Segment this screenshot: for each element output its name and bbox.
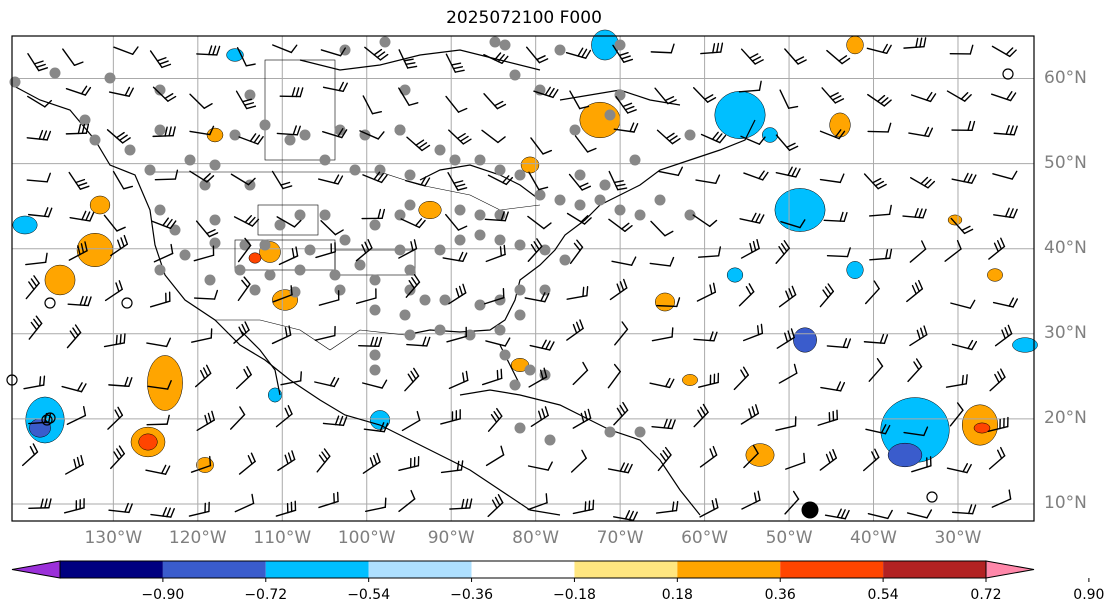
station-dots [9, 36, 696, 446]
latitude-label: 60°N [1044, 67, 1087, 88]
coastlines [11, 49, 756, 516]
longitude-label: 60°W [681, 528, 729, 548]
latitude-label: 30°N [1044, 322, 1087, 343]
longitude-label: 90°W [427, 528, 475, 548]
colorbar-tick-label: 0.54 [867, 587, 899, 603]
colorbar-segment [471, 561, 575, 578]
latitude-label: 50°N [1044, 152, 1087, 173]
longitude-label: 130°W [84, 528, 143, 548]
longitude-label: 120°W [168, 528, 227, 548]
calm-circle [926, 491, 938, 503]
longitude-label: 100°W [337, 528, 396, 548]
colorbar-tick-label: 0.72 [970, 587, 1002, 603]
colorbar-tick-label: 0.90 [1073, 587, 1105, 603]
latitude-label: 20°N [1044, 407, 1087, 428]
colorbar-tick-label: 0.36 [764, 587, 796, 603]
colorbar-tick-label: 0.18 [661, 587, 693, 603]
colorbar-high-extend [985, 560, 1035, 579]
colorbar-segment [677, 561, 781, 578]
graticule [12, 36, 1034, 521]
colorbar-segment [574, 561, 678, 578]
map-frame [11, 35, 1035, 522]
longitude-label: 70°W [596, 528, 644, 548]
colorbar-segment [265, 561, 369, 578]
longitude-label: 50°W [765, 528, 813, 548]
colorbar-segment [883, 561, 986, 578]
colorbar-tick-label: −0.72 [244, 587, 288, 603]
colorbar-tick-label: −0.18 [552, 587, 596, 603]
calm-circle [1002, 68, 1014, 80]
wind-barbs [22, 37, 1018, 522]
large-station-dot [801, 501, 819, 519]
colorbar-tick-label: −0.54 [347, 587, 391, 603]
map-title: 2025072100 F000 [446, 8, 602, 28]
colorbar-segment [780, 561, 884, 578]
colorbar-tick-label: −0.90 [141, 587, 185, 603]
longitude-label: 40°W [850, 528, 897, 548]
calm-circle [44, 297, 56, 309]
longitude-label: 30°W [934, 528, 982, 548]
calm-circle [121, 297, 133, 309]
longitude-label: 110°W [253, 528, 312, 548]
calm-circle [41, 414, 53, 426]
longitude-label: 80°W [512, 528, 560, 548]
colorbar-tick-label: −0.36 [450, 587, 493, 603]
colorbar-low-extend [11, 560, 61, 579]
latitude-label: 40°N [1044, 237, 1087, 258]
colorbar-segment [162, 561, 266, 578]
latitude-label: 10°N [1044, 492, 1087, 513]
colorbar-segment [60, 561, 163, 578]
colorbar-segment [368, 561, 472, 578]
